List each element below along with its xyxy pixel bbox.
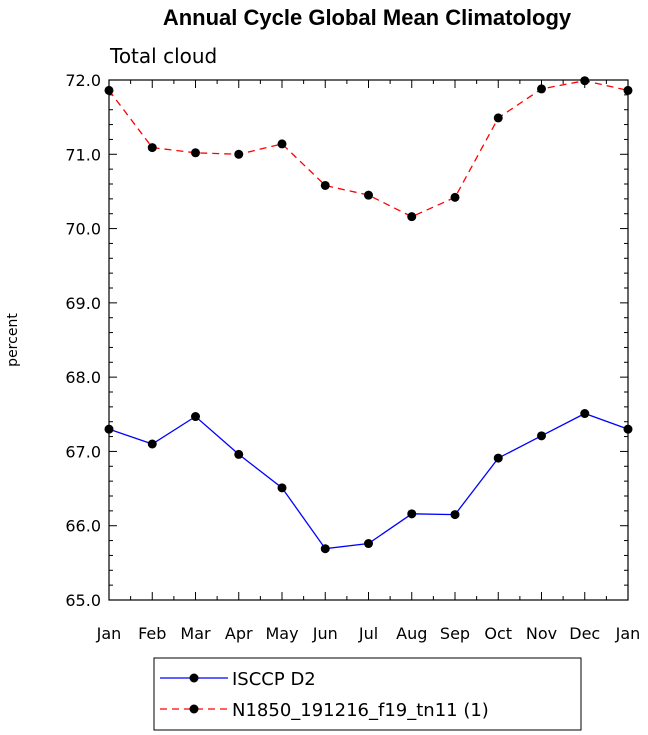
data-point-s1 [104,424,114,434]
y-tick-label: 68.0 [65,368,101,387]
legend-label-2: N1850_191216_f19_tn11 (1) [232,700,489,721]
y-tick-label: 72.0 [65,71,101,90]
data-point-s2 [580,76,590,86]
data-point-s2 [364,190,373,200]
data-point-s1 [623,424,633,434]
series-line-1 [108,412,629,550]
chart-title: Annual Cycle Global Mean Climatology [163,5,572,30]
data-point-s2 [147,143,157,153]
data-point-s2 [450,192,460,202]
data-point-s1 [364,539,373,549]
y-tick-labels: 65.0 66.0 67.0 68.0 69.0 70.0 71.0 72.0 [65,71,101,610]
y-axis-label: percent [5,313,21,367]
data-point-s1 [537,431,546,441]
data-point-s1 [450,510,460,520]
x-tick-label: Sep [440,624,470,643]
data-point-s2 [277,139,287,149]
y-tick-label: 66.0 [65,517,101,536]
x-tick-label: Nov [526,624,557,643]
x-tick-label: Oct [484,624,512,643]
plot-frame [108,79,629,601]
data-point-s2 [493,113,503,123]
y-tick-label: 67.0 [65,442,101,461]
x-tick-labels: Jan Feb Mar Apr May Jun Jul Aug Sep Oct Nov Dec Jan [96,624,641,643]
data-point-s1 [407,509,417,519]
data-point-s1 [277,483,287,493]
x-tick-label: May [265,624,298,643]
x-tick-label: Aug [396,624,427,643]
data-point-s2 [320,180,330,190]
x-tick-label: Apr [225,624,253,643]
data-point-s1 [191,412,200,422]
data-point-s1 [234,449,244,459]
data-point-s1 [493,453,503,463]
x-tick-label: Mar [180,624,211,643]
data-point-s2 [537,84,546,94]
y-tick-label: 65.0 [65,591,101,610]
x-tick-label: Jul [358,624,378,643]
series-layer [104,76,633,554]
legend-box [153,657,582,731]
x-tick-label: Feb [138,624,166,643]
chart-subtitle: Total cloud [109,44,217,68]
x-tick-label: Jun [312,624,338,643]
legend-label-1: ISCCP D2 [232,669,316,690]
axis-ticks [108,79,629,601]
data-point-s2 [191,148,200,158]
legend: ISCCP D2 N1850_191216_f19_tn11 (1) [153,657,582,731]
legend-marker-1 [189,673,199,683]
x-tick-label: Jan [96,624,122,643]
data-point-s1 [147,439,157,449]
data-point-s2 [104,85,114,95]
data-point-s2 [407,212,417,222]
data-point-s1 [320,544,330,554]
y-tick-label: 70.0 [65,220,101,239]
legend-marker-2 [189,704,199,714]
y-tick-label: 71.0 [65,145,101,164]
data-point-s1 [580,409,590,419]
x-tick-label: Dec [569,624,600,643]
data-point-s2 [623,85,633,95]
data-point-s2 [234,149,244,159]
y-tick-label: 69.0 [65,294,101,313]
x-tick-label: Jan [615,624,641,643]
